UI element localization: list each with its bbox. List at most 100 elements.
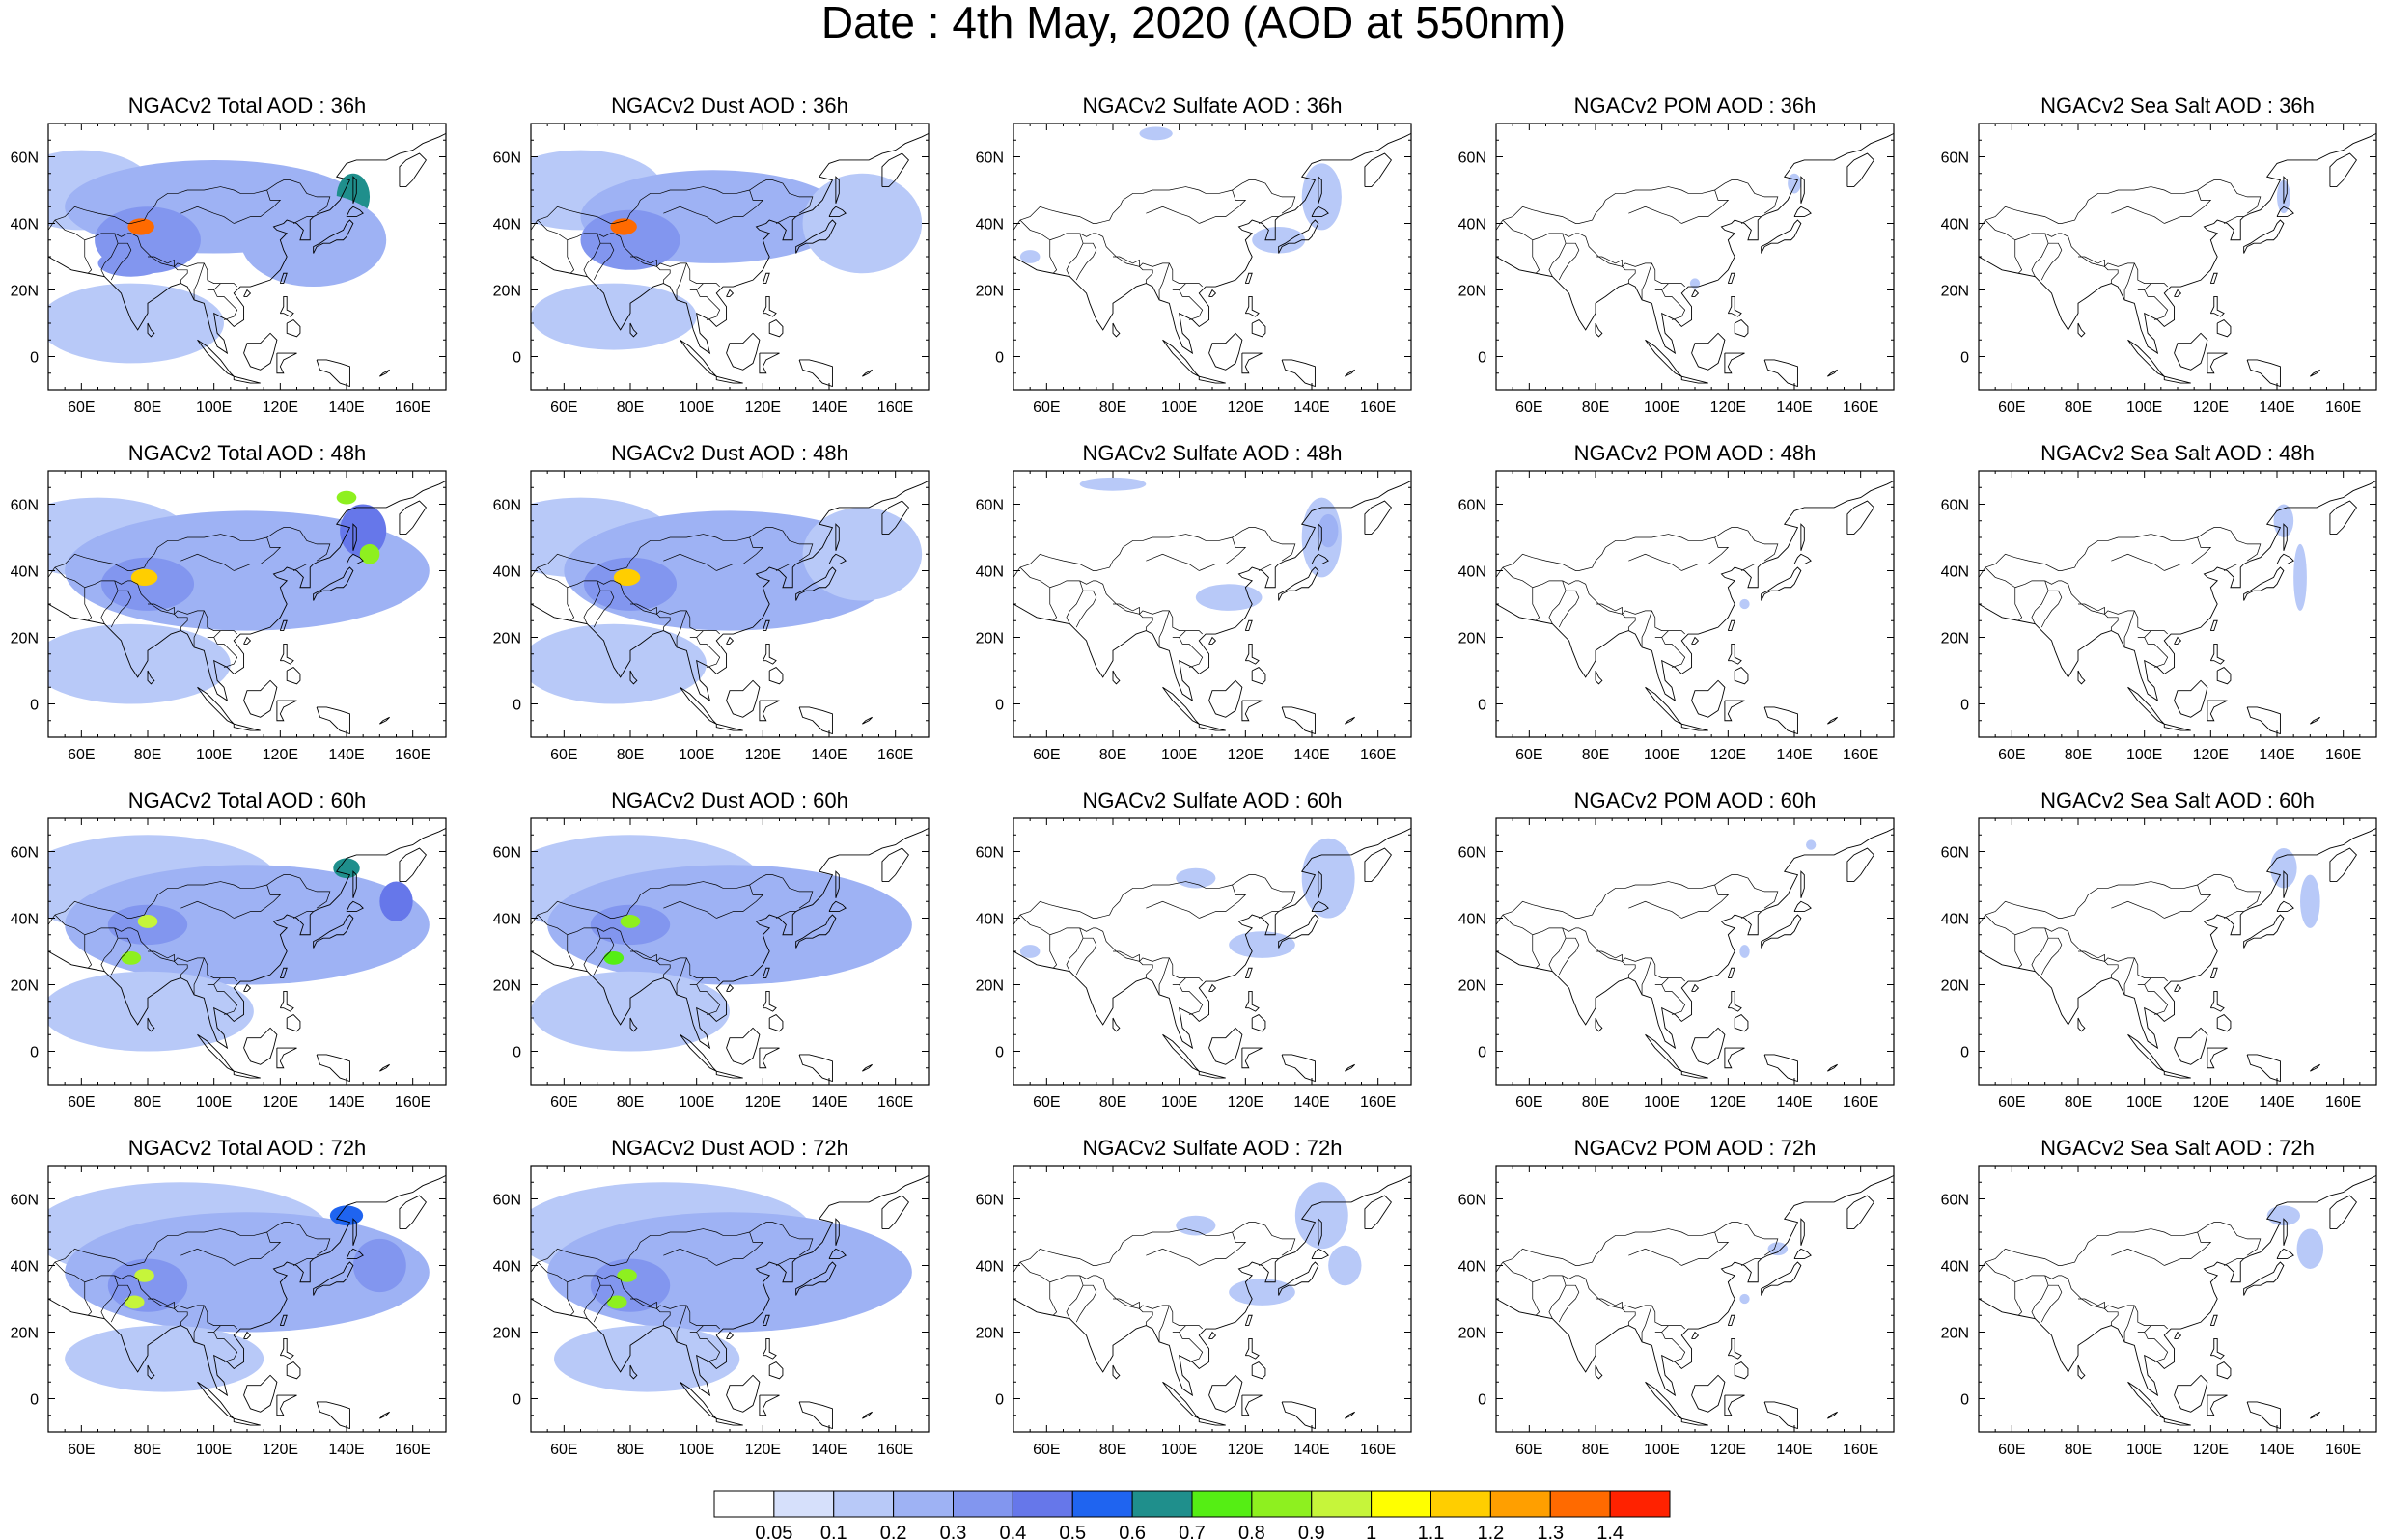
country-border bbox=[84, 587, 93, 621]
coastline bbox=[2127, 686, 2165, 725]
country-border bbox=[1502, 179, 1779, 224]
y-tick-label: 60N bbox=[493, 845, 521, 862]
country-border bbox=[1066, 927, 1084, 972]
aod-blob bbox=[1767, 1242, 1789, 1256]
coastline bbox=[233, 1417, 261, 1426]
coastline bbox=[399, 500, 427, 535]
country-border bbox=[1532, 934, 1540, 969]
country-border bbox=[2031, 1275, 2049, 1319]
country-border bbox=[2123, 957, 2135, 995]
map-panel: NGACv2 Sea Salt AOD : 48h 60E 80E 100E 120E 1… bbox=[1941, 441, 2377, 763]
coastline bbox=[1979, 480, 2376, 702]
coastline bbox=[2163, 375, 2191, 384]
coastline bbox=[1318, 870, 1322, 898]
country-border bbox=[1179, 1325, 1186, 1333]
x-tick-label: 100E bbox=[1161, 1442, 1197, 1458]
x-tick-label: 140E bbox=[811, 1094, 847, 1111]
coastline bbox=[1763, 359, 1798, 388]
x-tick-label: 100E bbox=[196, 1442, 232, 1458]
country-border bbox=[1558, 590, 1580, 628]
x-tick-label: 60E bbox=[550, 747, 577, 763]
coastline bbox=[1734, 1361, 1749, 1380]
x-tick-label: 140E bbox=[1293, 747, 1329, 763]
country-border bbox=[1075, 937, 1097, 976]
coastline bbox=[1112, 1017, 1121, 1032]
x-tick-label: 160E bbox=[1843, 1442, 1878, 1458]
aod-field bbox=[48, 1174, 446, 1430]
coastline bbox=[881, 152, 909, 188]
country-border bbox=[1019, 527, 1296, 571]
map-frame bbox=[1495, 123, 1895, 391]
x-tick-label: 80E bbox=[1099, 1094, 1126, 1111]
x-tick-label: 60E bbox=[1515, 399, 1542, 416]
coastline bbox=[531, 827, 929, 1050]
coastline bbox=[1364, 1195, 1392, 1230]
x-tick-label: 100E bbox=[1161, 1094, 1197, 1111]
coastline bbox=[1208, 1027, 1243, 1065]
country-border bbox=[2040, 937, 2063, 976]
coastline bbox=[1208, 1374, 1243, 1413]
y-tick-label: 40N bbox=[1941, 564, 1969, 581]
coastline bbox=[1761, 219, 1802, 254]
y-tick-label: 40N bbox=[1458, 912, 1486, 928]
country-border bbox=[148, 256, 175, 267]
coastline bbox=[1278, 219, 1319, 254]
x-tick-label: 60E bbox=[68, 1442, 95, 1458]
coastline bbox=[1595, 1364, 1603, 1380]
coastline bbox=[768, 1014, 784, 1032]
coastline bbox=[379, 369, 390, 377]
x-tick-label: 120E bbox=[1228, 399, 1263, 416]
country-border bbox=[1548, 233, 1567, 277]
aod-blob bbox=[603, 951, 625, 965]
country-border bbox=[48, 914, 56, 946]
country-border bbox=[1019, 1261, 1050, 1283]
coastline bbox=[795, 566, 837, 601]
x-tick-label: 80E bbox=[134, 1094, 161, 1111]
map-panel: NGACv2 Sulfate AOD : 36h 60E 80E 100E 120E 14… bbox=[976, 94, 1412, 416]
y-tick-label: 40N bbox=[11, 912, 39, 928]
coastline bbox=[1345, 716, 1355, 725]
coastline bbox=[759, 352, 780, 374]
coastline bbox=[862, 1411, 873, 1419]
country-border bbox=[213, 977, 221, 985]
country-border bbox=[630, 1298, 657, 1309]
aod-field bbox=[531, 1174, 929, 1430]
country-border bbox=[54, 1261, 85, 1283]
coastline bbox=[835, 1218, 840, 1246]
country-border bbox=[1496, 219, 1504, 251]
country-border bbox=[48, 1261, 56, 1293]
country-border bbox=[1532, 239, 1540, 274]
aod-field bbox=[1013, 1174, 1411, 1430]
country-border bbox=[1622, 1308, 1636, 1326]
y-tick-label: 20N bbox=[976, 631, 1004, 647]
coastline bbox=[1800, 523, 1805, 551]
coastline bbox=[2329, 500, 2357, 535]
y-tick-label: 60N bbox=[1941, 151, 1969, 167]
colorbar-label: 0.6 bbox=[1119, 1523, 1146, 1540]
y-tick-label: 0 bbox=[995, 350, 1004, 367]
country-border bbox=[2031, 233, 2049, 277]
country-border bbox=[54, 914, 85, 936]
coastline bbox=[1496, 827, 1894, 1050]
country-border bbox=[597, 1275, 720, 1330]
y-tick-label: 60N bbox=[976, 845, 1004, 862]
coastline bbox=[629, 670, 638, 685]
coastline bbox=[1162, 1381, 1200, 1419]
aod-blob bbox=[1739, 598, 1750, 610]
x-tick-label: 120E bbox=[745, 747, 781, 763]
country-border bbox=[2031, 580, 2049, 624]
coastline bbox=[1496, 480, 1894, 702]
country-border bbox=[1049, 934, 1058, 969]
country-border bbox=[663, 206, 717, 224]
country-border bbox=[234, 536, 282, 571]
country-border bbox=[663, 900, 717, 919]
coastline bbox=[2209, 619, 2218, 632]
country-border bbox=[54, 566, 85, 589]
coastline bbox=[1251, 1361, 1266, 1380]
map-panel: NGACv2 POM AOD : 36h 60E 80E 100E 120E 140E 16… bbox=[1458, 94, 1895, 416]
panel-title: NGACv2 Sea Salt AOD : 48h bbox=[2040, 441, 2315, 465]
country-border bbox=[1066, 580, 1084, 624]
coastline bbox=[2283, 523, 2288, 551]
country-border bbox=[716, 189, 764, 224]
country-border bbox=[1628, 900, 1682, 919]
